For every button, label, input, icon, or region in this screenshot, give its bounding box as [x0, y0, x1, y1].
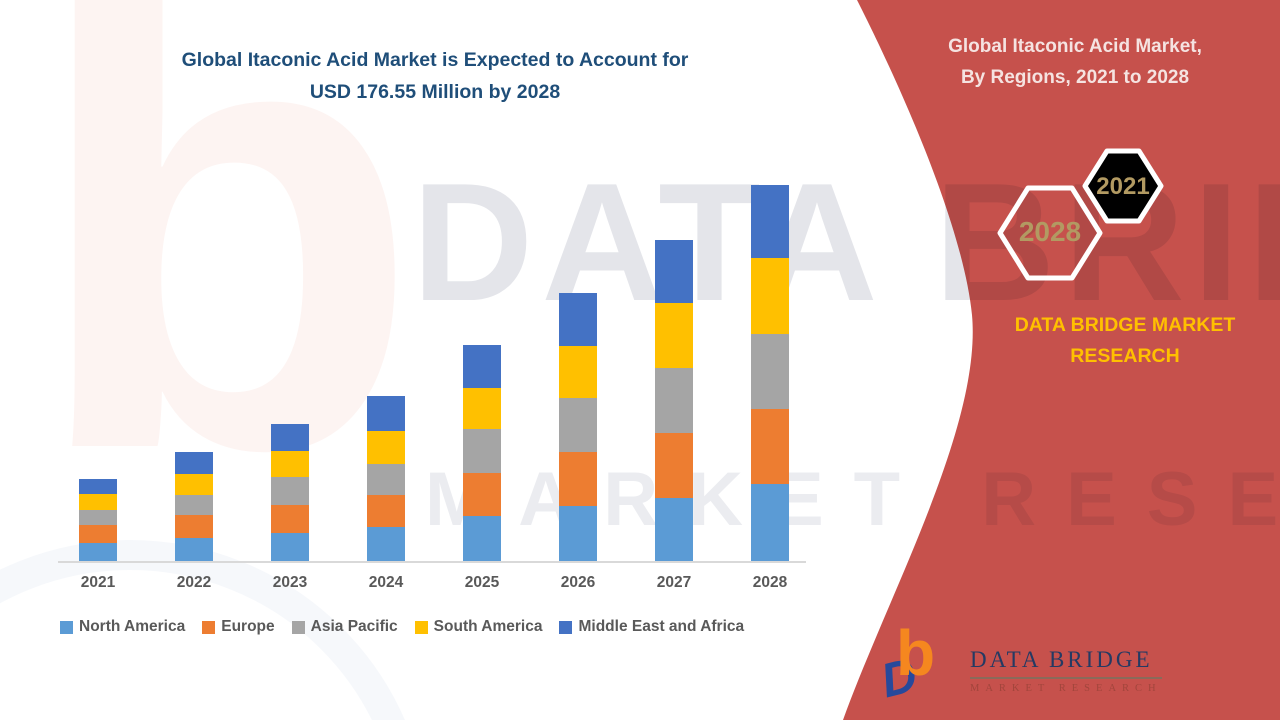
- legend-item-north-america: North America: [60, 618, 185, 636]
- legend-item-europe: Europe: [202, 618, 275, 636]
- bar-segment-2023-middle-east-and-africa: [271, 424, 309, 452]
- bar-segment-2024-south-america: [367, 430, 405, 464]
- logo-b-icon: b: [896, 617, 936, 689]
- panel-brand-text: DATA BRIDGE MARKET RESEARCH: [955, 310, 1280, 372]
- legend-swatch-asia-pacific: [291, 620, 305, 634]
- bar-segment-2027-middle-east-and-africa: [655, 240, 693, 303]
- panel-title-line2: By Regions, 2021 to 2028: [960, 67, 1190, 88]
- bar-segment-2026-europe: [559, 452, 597, 507]
- stacked-bar-chart: [79, 184, 809, 561]
- databridge-logo-mark: D b: [876, 621, 958, 711]
- bar-segment-2022-north-america: [175, 538, 213, 561]
- bar-segment-2026-middle-east-and-africa: [559, 292, 597, 346]
- bar-segment-2027-north-america: [655, 498, 693, 561]
- watermark-b-glyph: b: [30, 0, 421, 582]
- bar-segment-2026-south-america: [559, 345, 597, 398]
- bar-segment-2024-asia-pacific: [367, 463, 405, 496]
- bar-segment-2022-asia-pacific: [175, 495, 213, 515]
- bar-segment-2028-south-america: [751, 258, 789, 334]
- legend-item-south-america: South America: [414, 618, 543, 636]
- legend-label-north-america: North America: [79, 618, 186, 635]
- bar-segment-2024-europe: [367, 495, 405, 527]
- bar-segment-2021-middle-east-and-africa: [79, 479, 117, 494]
- chart-title-line2: USD 176.55 Million by 2028: [309, 81, 561, 103]
- bar-segment-2025-south-america: [463, 387, 501, 430]
- x-axis-line: [58, 561, 806, 563]
- bar-segment-2021-south-america: [79, 493, 117, 510]
- legend-swatch-north-america: [60, 620, 73, 634]
- x-axis-labels: 2021 2022 2023 2024 2025 2026 2027 2028: [79, 574, 809, 596]
- hexagon-2021: [1082, 148, 1164, 224]
- bar-segment-2027-south-america: [655, 303, 693, 368]
- panel-title: Global Itaconic Acid Market, By Regions,…: [890, 31, 1260, 93]
- bar-segment-2023-europe: [271, 505, 309, 534]
- bar-segment-2028-north-america: [751, 483, 789, 561]
- bar-segment-2021-asia-pacific: [79, 509, 117, 525]
- bar-segment-2023-asia-pacific: [271, 477, 309, 506]
- legend-swatch-middle-east-and-africa: [559, 620, 573, 634]
- hexagon-2028: [997, 185, 1103, 281]
- bar-segment-2022-europe: [175, 515, 213, 538]
- bar-segment-2023-south-america: [271, 451, 309, 478]
- bar-segment-2028-middle-east-and-africa: [751, 185, 789, 259]
- chart-title-line1: Global Itaconic Acid Market is Expected …: [181, 49, 689, 71]
- bar-segment-2028-europe: [751, 408, 789, 484]
- legend-swatch-south-america: [414, 620, 428, 634]
- chart-legend: North America Europe Asia Pacific South Ame…: [60, 618, 744, 636]
- bar-2023: [271, 424, 309, 561]
- bar-segment-2024-middle-east-and-africa: [367, 396, 405, 431]
- bar-2027: [655, 240, 693, 561]
- bar-segment-2024-north-america: [367, 526, 405, 561]
- chart-title: Global Itaconic Acid Market is Expected …: [40, 44, 830, 108]
- legend-swatch-europe: [202, 620, 216, 634]
- bar-segment-2023-north-america: [271, 533, 309, 561]
- bar-segment-2025-middle-east-and-africa: [463, 344, 501, 388]
- legend-label-asia-pacific: Asia Pacific: [310, 618, 398, 635]
- x-axis-label-2027: 2027: [656, 574, 692, 591]
- panel-title-line1: Global Itaconic Acid Market,: [948, 36, 1202, 57]
- x-axis-label-2022: 2022: [176, 574, 212, 591]
- legend-label-middle-east-and-africa: Middle East and Africa: [578, 618, 745, 635]
- bar-segment-2022-south-america: [175, 473, 213, 495]
- red-side-panel-shape: [843, 0, 1280, 720]
- bar-segment-2025-asia-pacific: [463, 429, 501, 474]
- databridge-logo-text: DATA BRIDGE MARKET RESEARCH: [970, 633, 1162, 694]
- bar-segment-2026-north-america: [559, 506, 597, 561]
- hexagon-2028-year: 2028: [1019, 216, 1081, 247]
- x-axis-label-2023: 2023: [272, 574, 308, 591]
- bar-segment-2028-asia-pacific: [751, 333, 789, 409]
- legend-label-europe: Europe: [221, 618, 275, 635]
- bar-2028: [751, 185, 789, 561]
- databridge-logo: D b DATA BRIDGE MARKET RESEARCH: [876, 621, 1162, 711]
- legend-label-south-america: South America: [433, 618, 543, 635]
- hexagon-badges: 2028 2021: [997, 148, 1164, 281]
- x-axis-label-2026: 2026: [560, 574, 596, 591]
- legend-item-middle-east-and-africa: Middle East and Africa: [559, 618, 744, 636]
- bar-2022: [175, 452, 213, 561]
- bar-2026: [559, 292, 597, 561]
- logo-subtitle: MARKET RESEARCH: [970, 683, 1162, 694]
- bar-segment-2025-north-america: [463, 516, 501, 561]
- bar-segment-2021-europe: [79, 524, 117, 543]
- x-axis-label-2021: 2021: [80, 574, 116, 591]
- bar-2021: [79, 479, 117, 561]
- bar-segment-2025-europe: [463, 473, 501, 517]
- panel-brand-line1: DATA BRIDGE MARKET: [1014, 314, 1236, 336]
- logo-name: DATA BRIDGE: [970, 647, 1162, 679]
- bar-segment-2022-middle-east-and-africa: [175, 452, 213, 474]
- bar-2024: [367, 396, 405, 561]
- bar-segment-2021-north-america: [79, 542, 117, 561]
- bar-segment-2026-asia-pacific: [559, 397, 597, 453]
- bar-2025: [463, 344, 501, 561]
- bar-segment-2027-asia-pacific: [655, 368, 693, 433]
- panel-brand-line2: RESEARCH: [1070, 345, 1180, 367]
- bar-segment-2027-europe: [655, 433, 693, 498]
- legend-item-asia-pacific: Asia Pacific: [291, 618, 398, 636]
- x-axis-label-2028: 2028: [752, 574, 788, 591]
- x-axis-label-2024: 2024: [368, 574, 404, 591]
- x-axis-label-2025: 2025: [464, 574, 500, 591]
- hexagon-2021-year: 2021: [1096, 173, 1149, 200]
